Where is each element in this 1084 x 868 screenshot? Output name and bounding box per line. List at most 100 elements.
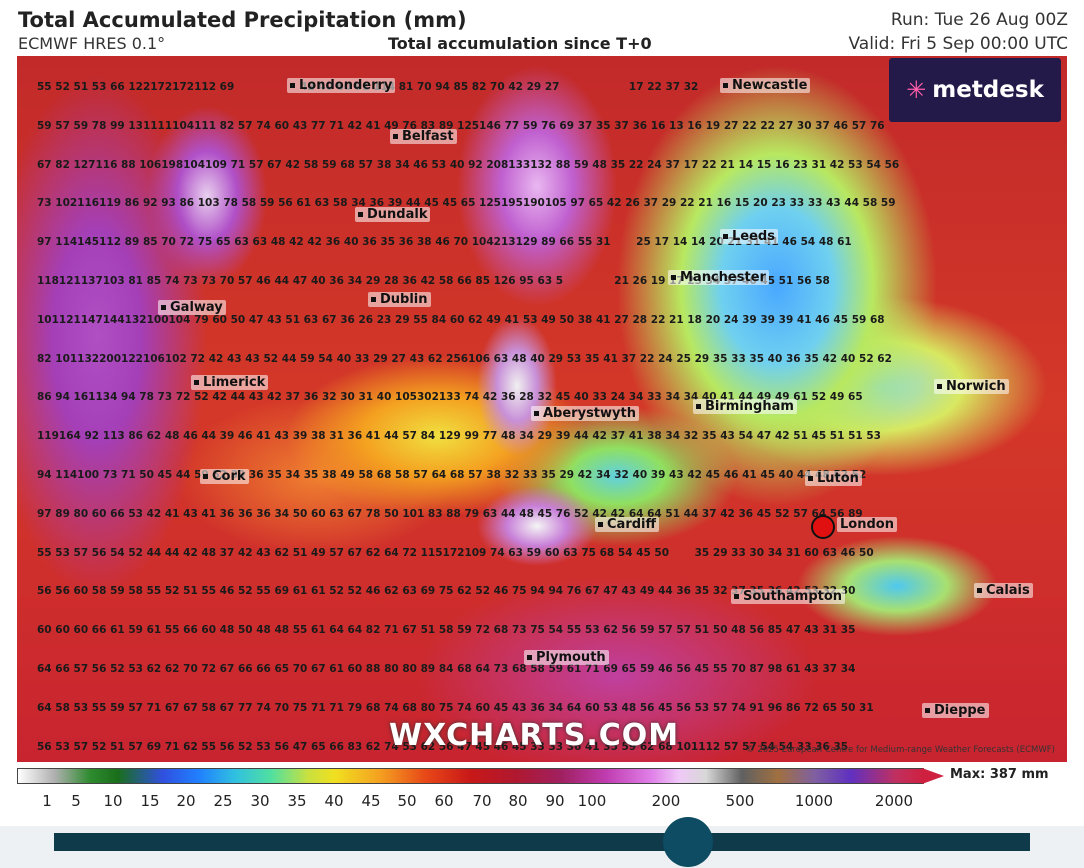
city-name: Dundalk: [367, 207, 428, 222]
city-name: Cork: [212, 469, 246, 484]
city-label-luton: Luton: [805, 471, 862, 486]
city-dot-icon: [393, 134, 398, 139]
colorbar: [17, 768, 924, 784]
city-name: Aberystwyth: [543, 406, 636, 421]
city-name: Southampton: [743, 589, 843, 604]
city-dot-icon: [358, 212, 363, 217]
colorbar-tick-label: 90: [545, 792, 565, 810]
colorbar-tick-label: 2000: [874, 792, 914, 810]
colorbar-tick-label: 25: [213, 792, 233, 810]
copyright: © 2025 European Centre for Medium-range …: [746, 745, 1055, 755]
precipitation-map: 55 52 51 53 66 122172172112 69 42 40 60 …: [17, 56, 1067, 762]
city-dot-icon: [534, 411, 539, 416]
grid-row: 94 114100 73 71 50 45 44 59 52 39 36 35 …: [37, 469, 867, 481]
colorbar-tick-label: 1: [42, 792, 52, 810]
colorbar-tick-label: 5: [71, 792, 81, 810]
city-name: Galway: [170, 300, 223, 315]
city-dot-icon: [808, 476, 813, 481]
city-name: Norwich: [946, 379, 1006, 394]
city-dot-icon: [723, 83, 728, 88]
city-name: Limerick: [203, 375, 266, 390]
city-label-dublin: Dublin: [368, 292, 431, 307]
valid-time: Valid: Fri 5 Sep 00:00 UTC: [848, 34, 1068, 54]
grid-row: 82 101132200122106102 72 42 43 43 52 44 …: [37, 352, 892, 365]
grid-row: 119164 92 113 86 62 48 46 44 39 46 41 43…: [37, 430, 881, 443]
location-marker-icon: [811, 515, 835, 539]
grid-row: 60 60 60 66 61 59 61 55 66 60 48 50 48 4…: [37, 624, 856, 637]
city-label-belfast: Belfast: [390, 129, 457, 144]
colorbar-tick-label: 50: [397, 792, 417, 810]
grid-row: 86 94 161134 94 78 73 72 52 42 44 43 42 …: [37, 391, 863, 404]
city-dot-icon: [925, 708, 930, 713]
city-label-cork: Cork: [200, 469, 249, 484]
colorbar-tick-label: 45: [361, 792, 381, 810]
colorbar-ticks: 1 5 10 15 20 25 30 35 40 45 50 60 70 80 90 100 200 500 100…: [0, 792, 1084, 812]
city-name: Leeds: [732, 229, 775, 244]
colorbar-tick-label: 1000: [794, 792, 834, 810]
grid-row: 64 66 57 56 52 53 62 62 70 72 67 66 66 6…: [37, 663, 856, 675]
city-label-londonderry: Londonderry: [287, 78, 396, 93]
city-name: Cardiff: [607, 517, 657, 532]
city-dot-icon: [671, 275, 676, 280]
city-label-dieppe: Dieppe: [922, 703, 989, 718]
city-dot-icon: [161, 305, 166, 310]
grid-row: 73 102116119 86 92 93 86 103 78 58 59 56…: [37, 197, 896, 210]
city-name: Londonderry: [299, 78, 393, 93]
city-label-southampton: Southampton: [731, 589, 846, 604]
chart-title: Total Accumulated Precipitation (mm): [18, 8, 467, 32]
chart-header: Total Accumulated Precipitation (mm) ECM…: [0, 0, 1084, 56]
city-label-calais: Calais: [974, 583, 1033, 598]
city-label-birmingham: Birmingham: [693, 399, 797, 414]
city-name: Calais: [986, 583, 1030, 598]
city-name: Luton: [817, 471, 859, 486]
city-name: Birmingham: [705, 399, 794, 414]
timeline-track[interactable]: [54, 833, 1030, 851]
city-dot-icon: [371, 297, 376, 302]
city-label-norwich: Norwich: [934, 379, 1009, 394]
grid-row: 67 82 127116 88 106198104109 71 57 67 42…: [37, 158, 900, 171]
colorbar-tick-label: 100: [577, 792, 607, 810]
value-grid: 55 52 51 53 66 122172172112 69 42 40 60 …: [17, 56, 1067, 762]
colorbar-tick-label: 10: [103, 792, 123, 810]
city-name: Dieppe: [934, 703, 986, 718]
chart-subtitle: Total accumulation since T+0: [388, 34, 652, 53]
logo-text: metdesk: [932, 77, 1044, 103]
city-label-aberystwyth: Aberystwyth: [531, 406, 639, 421]
city-name: Manchester: [680, 270, 766, 285]
colorbar-tick-label: 15: [140, 792, 160, 810]
city-dot-icon: [977, 588, 982, 593]
city-label-dundalk: Dundalk: [355, 207, 431, 222]
colorbar-tick-label: 70: [472, 792, 492, 810]
city-label-cardiff: Cardiff: [595, 517, 660, 532]
city-dot-icon: [194, 380, 199, 385]
city-dot-icon: [734, 594, 739, 599]
city-dot-icon: [937, 384, 942, 389]
city-dot-icon: [598, 522, 603, 527]
city-dot-icon: [290, 83, 295, 88]
city-label-galway: Galway: [158, 300, 226, 315]
city-dot-icon: [527, 655, 532, 660]
city-label-leeds: Leeds: [720, 229, 778, 244]
colorbar-tick-label: 200: [651, 792, 681, 810]
city-dot-icon: [723, 234, 728, 239]
city-name: Plymouth: [536, 650, 606, 665]
grid-row: 101121147144132100104 79 60 50 47 43 51 …: [37, 313, 885, 326]
colorbar-tick-label: 20: [176, 792, 196, 810]
timeline-slider-thumb[interactable]: [663, 817, 714, 867]
colorbar-tick-label: 500: [725, 792, 755, 810]
colorbar-tick-label: 80: [508, 792, 528, 810]
city-name: Dublin: [380, 292, 428, 307]
city-dot-icon: [696, 404, 701, 409]
city-name: London: [840, 517, 894, 532]
colorbar-tick-label: 35: [287, 792, 307, 810]
metdesk-logo-icon: ✳: [906, 76, 927, 104]
city-name: Belfast: [402, 129, 454, 144]
watermark: WXCHARTS.COM: [389, 718, 680, 753]
model-label: ECMWF HRES 0.1°: [18, 34, 166, 53]
metdesk-logo: ✳ metdesk: [889, 58, 1061, 122]
colorbar-tick-label: 60: [434, 792, 454, 810]
colorbar-tick-label: 30: [250, 792, 270, 810]
colorbar-arrow-icon: [922, 768, 944, 784]
city-dot-icon: [203, 474, 208, 479]
grid-row: 59 57 59 78 99 131111104111 82 57 74 60 …: [37, 119, 885, 132]
